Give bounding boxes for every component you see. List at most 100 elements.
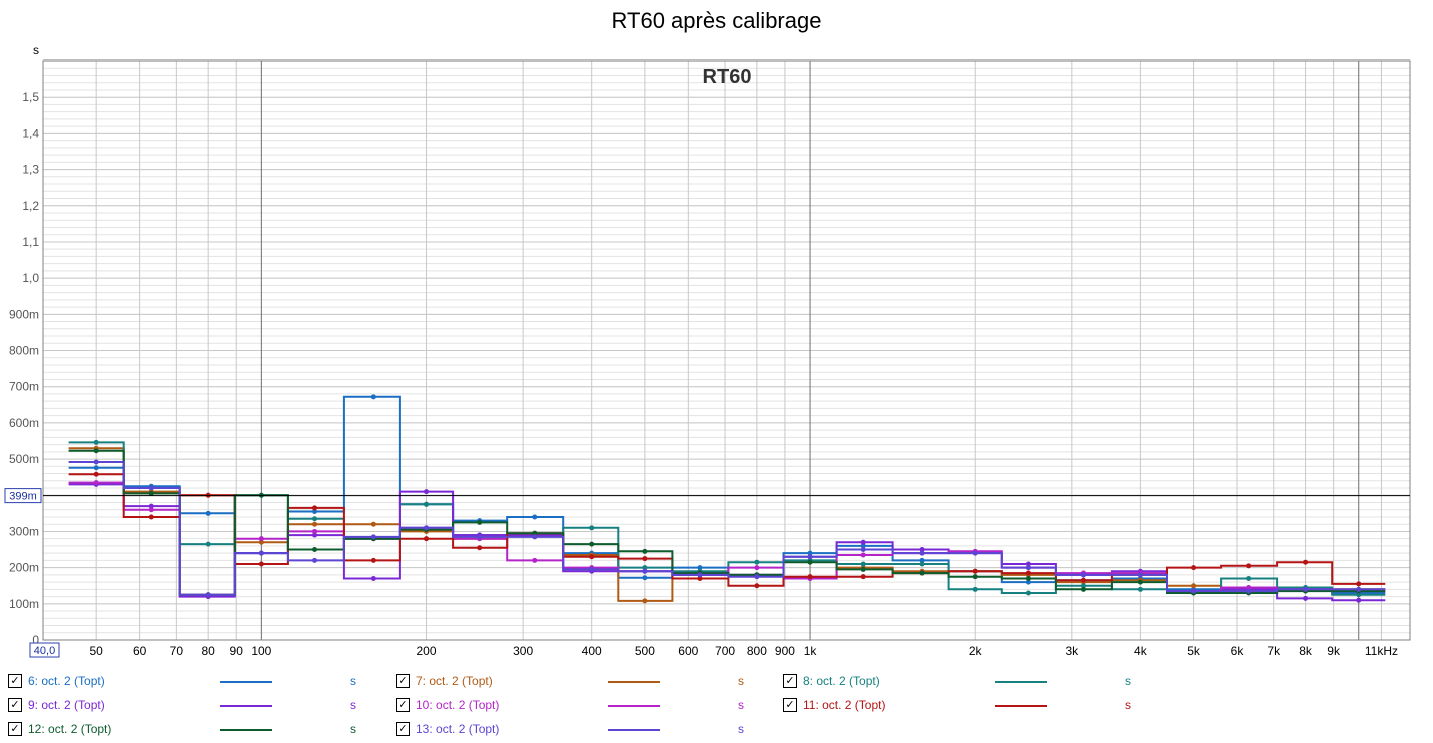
data-point [532, 557, 538, 563]
legend-label: 12: oct. 2 (Topt) [28, 722, 112, 736]
legend-checkbox[interactable]: ✓ [783, 674, 797, 688]
legend-unit: s [350, 698, 356, 712]
data-point [642, 568, 648, 574]
top-frame-bar [43, 59, 1410, 61]
cursor-y-box [4, 488, 42, 504]
cursor-layer[interactable]: 399m 40,0 [4, 488, 1410, 658]
data-point [642, 565, 648, 571]
x-tick-label: 60 [133, 644, 147, 658]
legend-swatch [220, 705, 272, 707]
x-tick-label: 70 [170, 644, 184, 658]
data-point [312, 528, 318, 534]
overlay-title: RT60 [703, 66, 752, 88]
legend-swatch [220, 729, 272, 731]
legend-item[interactable]: ✓ 11: oct. 2 (Topt) s [783, 698, 1143, 714]
data-point [477, 545, 483, 551]
x-tick-label: 5k [1187, 644, 1201, 658]
legend-checkbox[interactable]: ✓ [396, 674, 410, 688]
data-point [312, 532, 318, 538]
data-point [93, 471, 99, 477]
data-point [972, 586, 978, 592]
x-tick-label: 3k [1065, 644, 1079, 658]
data-point [1303, 559, 1309, 565]
data-point [258, 550, 264, 556]
series-line [68, 461, 1386, 596]
legend-item[interactable]: ✓ 9: oct. 2 (Topt) s [8, 698, 368, 714]
data-point [370, 521, 376, 527]
data-point [148, 485, 154, 491]
y-tick-label: 200m [9, 561, 39, 575]
data-point [697, 575, 703, 581]
data-point [919, 570, 925, 576]
x-tick-label: 100 [251, 644, 271, 658]
legend-label: 9: oct. 2 (Topt) [28, 698, 105, 712]
y-tick-label: 500m [9, 452, 39, 466]
data-point [532, 534, 538, 540]
x-tick-label: 900 [775, 644, 795, 658]
data-point [919, 561, 925, 567]
data-point [1080, 572, 1086, 578]
legend-label: 7: oct. 2 (Topt) [416, 674, 493, 688]
data-point [1025, 575, 1031, 581]
data-point [1025, 565, 1031, 571]
legend-unit: s [350, 674, 356, 688]
data-point [807, 550, 813, 556]
data-point [205, 510, 211, 516]
legend-unit: s [350, 722, 356, 736]
x-tick-label: 1k [804, 644, 818, 658]
legend-checkbox[interactable]: ✓ [8, 698, 22, 712]
legend-checkbox[interactable]: ✓ [8, 722, 22, 736]
x-tick-label: 500 [635, 644, 655, 658]
x-tick-label: 800 [747, 644, 767, 658]
x-tick-label: 4k [1134, 644, 1148, 658]
legend-item[interactable]: ✓ 6: oct. 2 (Topt) s [8, 674, 368, 690]
data-point [1025, 561, 1031, 567]
data-point [1080, 577, 1086, 583]
data-point [1356, 581, 1362, 587]
data-point [860, 539, 866, 545]
legend-checkbox[interactable]: ✓ [396, 698, 410, 712]
x-tick-label: 8k [1299, 644, 1313, 658]
data-point [860, 552, 866, 558]
legend-label: 10: oct. 2 (Topt) [416, 698, 500, 712]
data-point [532, 530, 538, 536]
data-point [1080, 583, 1086, 589]
data-point [148, 490, 154, 496]
data-point [1137, 579, 1143, 585]
data-point [258, 536, 264, 542]
data-point [477, 534, 483, 540]
data-point [1025, 579, 1031, 585]
x-tick-label: 9k [1327, 644, 1341, 658]
legend-item[interactable]: ✓ 8: oct. 2 (Topt) s [783, 674, 1143, 690]
x-tick-label: 600 [678, 644, 698, 658]
legend-swatch [995, 681, 1047, 683]
data-point [919, 550, 925, 556]
y-tick-label: 1,5 [22, 90, 39, 104]
legend-item[interactable]: ✓ 12: oct. 2 (Topt) s [8, 722, 368, 738]
data-point [589, 525, 595, 531]
series-layer [68, 394, 1386, 604]
x-tick-label: 7k [1267, 644, 1281, 658]
data-point [860, 547, 866, 553]
legend-checkbox[interactable]: ✓ [8, 674, 22, 688]
legend-swatch [608, 729, 660, 731]
legend-item[interactable]: ✓ 13: oct. 2 (Topt) s [396, 722, 756, 738]
legend-checkbox[interactable]: ✓ [783, 698, 797, 712]
legend-unit: s [738, 722, 744, 736]
legend-unit: s [738, 698, 744, 712]
data-point [312, 557, 318, 563]
y-tick-label: 1,3 [22, 163, 39, 177]
legend-checkbox[interactable]: ✓ [396, 722, 410, 736]
y-tick-label: 300m [9, 524, 39, 538]
data-point [807, 559, 813, 565]
x-tick-label: 200 [417, 644, 437, 658]
y-tick-label: 100m [9, 597, 39, 611]
x-tick-label: 6k [1231, 644, 1245, 658]
legend-item[interactable]: ✓ 10: oct. 2 (Topt) s [396, 698, 756, 714]
data-point [370, 575, 376, 581]
legend-item[interactable]: ✓ 7: oct. 2 (Topt) s [396, 674, 756, 690]
legend-label: 6: oct. 2 (Topt) [28, 674, 105, 688]
x-tick-label: 300 [513, 644, 533, 658]
data-point [205, 592, 211, 598]
